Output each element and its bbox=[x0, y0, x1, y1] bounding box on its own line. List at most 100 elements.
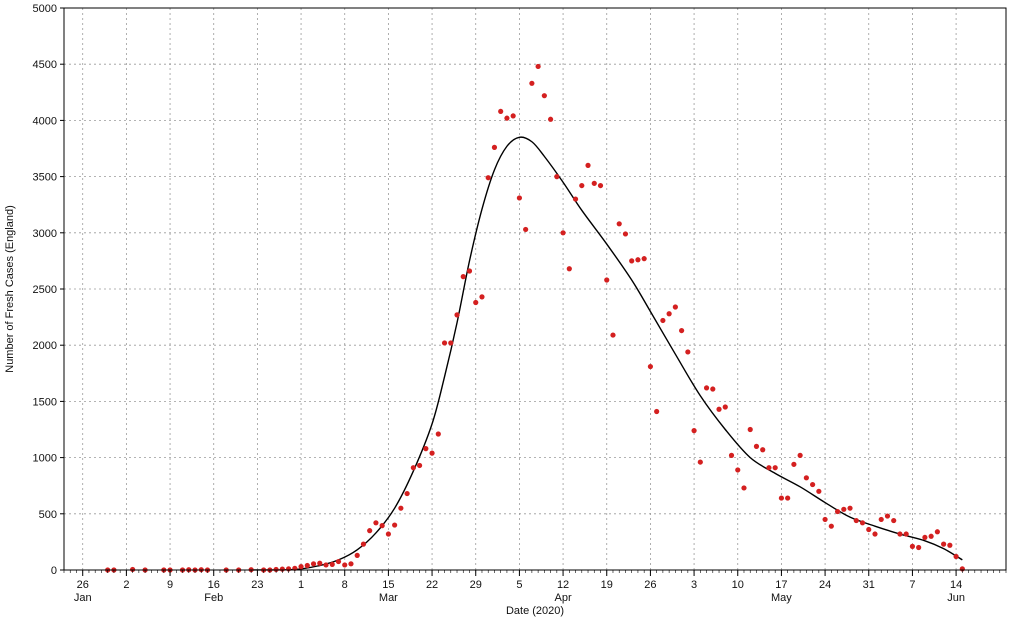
data-point bbox=[386, 531, 391, 536]
data-point bbox=[941, 542, 946, 547]
data-point bbox=[685, 349, 690, 354]
data-point bbox=[323, 562, 328, 567]
x-month-label: Apr bbox=[555, 592, 572, 604]
data-point bbox=[635, 257, 640, 262]
data-point bbox=[785, 495, 790, 500]
data-point bbox=[679, 328, 684, 333]
x-tick-label: 8 bbox=[342, 579, 348, 591]
data-point bbox=[610, 332, 615, 337]
data-point bbox=[592, 181, 597, 186]
x-month-label: Feb bbox=[204, 592, 223, 604]
data-point bbox=[367, 528, 372, 533]
data-point bbox=[660, 318, 665, 323]
data-point bbox=[879, 517, 884, 522]
y-axis: 0 500 1000 1500 2000 2500 3000 3500 4000 4500 5000 bbox=[33, 3, 64, 577]
data-point bbox=[473, 300, 478, 305]
data-point bbox=[467, 268, 472, 273]
y-tick-label: 3000 bbox=[33, 228, 57, 240]
data-point bbox=[298, 564, 303, 569]
data-point bbox=[829, 524, 834, 529]
data-point bbox=[617, 221, 622, 226]
data-point bbox=[779, 495, 784, 500]
data-point bbox=[579, 183, 584, 188]
x-month-label: Mar bbox=[379, 592, 398, 604]
x-tick-label: 2 bbox=[123, 579, 129, 591]
x-tick-label: 10 bbox=[732, 579, 744, 591]
data-point bbox=[361, 542, 366, 547]
x-tick-label: 29 bbox=[470, 579, 482, 591]
data-point bbox=[423, 446, 428, 451]
data-point bbox=[311, 561, 316, 566]
data-point bbox=[835, 509, 840, 514]
data-point bbox=[953, 554, 958, 559]
x-tick-label: 12 bbox=[557, 579, 569, 591]
data-point bbox=[704, 385, 709, 390]
data-point bbox=[536, 64, 541, 69]
data-point bbox=[648, 364, 653, 369]
data-point bbox=[773, 465, 778, 470]
x-tick-label: 31 bbox=[863, 579, 875, 591]
data-point bbox=[816, 489, 821, 494]
data-point bbox=[922, 535, 927, 540]
y-tick-label: 2500 bbox=[33, 284, 57, 296]
data-point bbox=[623, 231, 628, 236]
data-point bbox=[741, 485, 746, 490]
data-point bbox=[598, 183, 603, 188]
data-point bbox=[760, 447, 765, 452]
data-point bbox=[642, 256, 647, 261]
data-point bbox=[317, 561, 322, 566]
x-tick-label: 5 bbox=[516, 579, 522, 591]
data-point bbox=[766, 465, 771, 470]
data-point bbox=[436, 431, 441, 436]
data-point bbox=[629, 258, 634, 263]
data-point bbox=[935, 529, 940, 534]
x-tick-label: 16 bbox=[208, 579, 220, 591]
data-point bbox=[548, 117, 553, 122]
data-point bbox=[454, 312, 459, 317]
y-tick-label: 1000 bbox=[33, 453, 57, 465]
data-point bbox=[822, 517, 827, 522]
x-tick-label: 7 bbox=[909, 579, 915, 591]
data-point bbox=[417, 463, 422, 468]
data-point bbox=[498, 109, 503, 114]
data-point bbox=[904, 531, 909, 536]
data-point bbox=[841, 507, 846, 512]
data-point bbox=[442, 340, 447, 345]
data-point bbox=[398, 506, 403, 511]
data-point bbox=[910, 544, 915, 549]
data-point bbox=[573, 196, 578, 201]
x-tick-label: 3 bbox=[691, 579, 697, 591]
grid bbox=[64, 8, 1006, 570]
data-point bbox=[448, 340, 453, 345]
data-point bbox=[723, 404, 728, 409]
data-point bbox=[336, 559, 341, 564]
data-point bbox=[542, 93, 547, 98]
data-point bbox=[947, 543, 952, 548]
data-point bbox=[654, 409, 659, 414]
data-point bbox=[461, 274, 466, 279]
data-point bbox=[891, 518, 896, 523]
data-point bbox=[810, 482, 815, 487]
x-month-label: May bbox=[771, 592, 792, 604]
x-tick-label: 1 bbox=[298, 579, 304, 591]
data-point bbox=[885, 513, 890, 518]
data-point bbox=[667, 311, 672, 316]
y-tick-label: 1500 bbox=[33, 396, 57, 408]
data-point bbox=[348, 561, 353, 566]
x-tick-label: 22 bbox=[426, 579, 438, 591]
x-month-label: Jun bbox=[947, 592, 965, 604]
data-point bbox=[305, 563, 310, 568]
data-point bbox=[517, 195, 522, 200]
y-tick-label: 500 bbox=[39, 509, 57, 521]
data-point bbox=[698, 459, 703, 464]
y-tick-label: 4500 bbox=[33, 59, 57, 71]
y-tick-label: 0 bbox=[51, 565, 57, 577]
data-point bbox=[405, 491, 410, 496]
y-tick-label: 2000 bbox=[33, 340, 57, 352]
data-point bbox=[735, 467, 740, 472]
y-tick-label: 4000 bbox=[33, 115, 57, 127]
y-tick-label: 5000 bbox=[33, 3, 57, 15]
x-tick-label: 26 bbox=[77, 579, 89, 591]
data-point bbox=[897, 531, 902, 536]
